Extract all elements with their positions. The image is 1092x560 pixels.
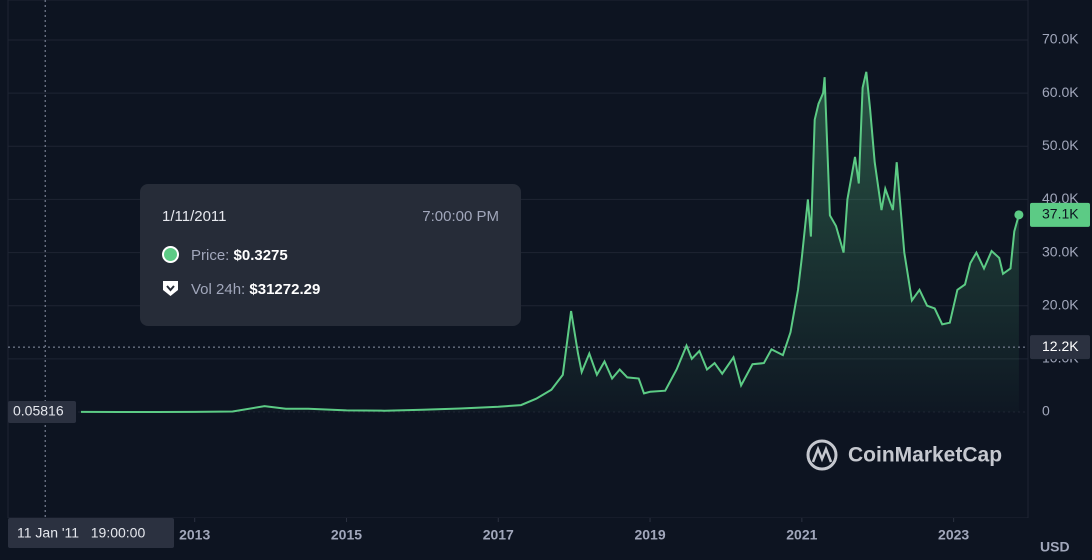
tooltip-volume-row: Vol 24h: $31272.29 [162, 280, 320, 298]
crosshair-y-box [1030, 335, 1090, 360]
tooltip-date: 1/11/2011 [162, 208, 227, 225]
price-label: Price: [191, 247, 230, 264]
x-axis-band [0, 518, 1092, 560]
tooltip-price-row: Price: $0.3275 [162, 246, 288, 264]
crosshair-y-label: 12.2K [1042, 338, 1079, 354]
price-icon [162, 246, 179, 263]
x-tick-label: 2019 [634, 527, 665, 543]
y-tick-label: 70.0K [1042, 31, 1079, 47]
volume-value: $31272.29 [249, 281, 321, 298]
price-area [80, 71, 1019, 413]
y-tick-label: 60.0K [1042, 84, 1079, 100]
price-line [80, 71, 1020, 413]
last-price-label: 37.1K [1042, 206, 1079, 222]
x-tick-label: 2021 [786, 527, 817, 543]
crosshair-x-label: 11 Jan '11 19:00:00 [17, 525, 145, 541]
last-price-box [1030, 202, 1090, 227]
x-tick-label: 2023 [938, 527, 969, 543]
base-price-box [8, 400, 76, 423]
watermark-text: CoinMarketCap [848, 444, 1002, 467]
y-tick-label: 20.0K [1042, 296, 1079, 312]
x-tick-label: 2013 [179, 527, 210, 543]
y-tick-label: 30.0K [1042, 243, 1079, 259]
x-tick-label: 2015 [331, 527, 362, 543]
y-tick-label: 40.0K [1042, 190, 1079, 206]
base-price-label: 0.05816 [13, 403, 64, 419]
y-tick-label: 0 [1042, 403, 1050, 419]
volume-label: Vol 24h: [191, 281, 246, 298]
price-value: $0.3275 [233, 247, 288, 264]
y-tick-label: 50.0K [1042, 137, 1079, 153]
currency-label: USD [1040, 539, 1070, 555]
watermark: CoinMarketCap [806, 439, 1002, 471]
x-tick-label: 2017 [483, 527, 514, 543]
watermark-logo [806, 439, 838, 471]
watermark-logo [811, 445, 833, 463]
last-point [1014, 210, 1024, 220]
crosshair-x-box [8, 518, 174, 548]
tooltip: 1/11/2011 7:00:00 PM Price: $0.3275 Vol … [140, 184, 521, 326]
tooltip-time: 7:00:00 PM [422, 208, 499, 225]
volume-icon [163, 281, 178, 296]
